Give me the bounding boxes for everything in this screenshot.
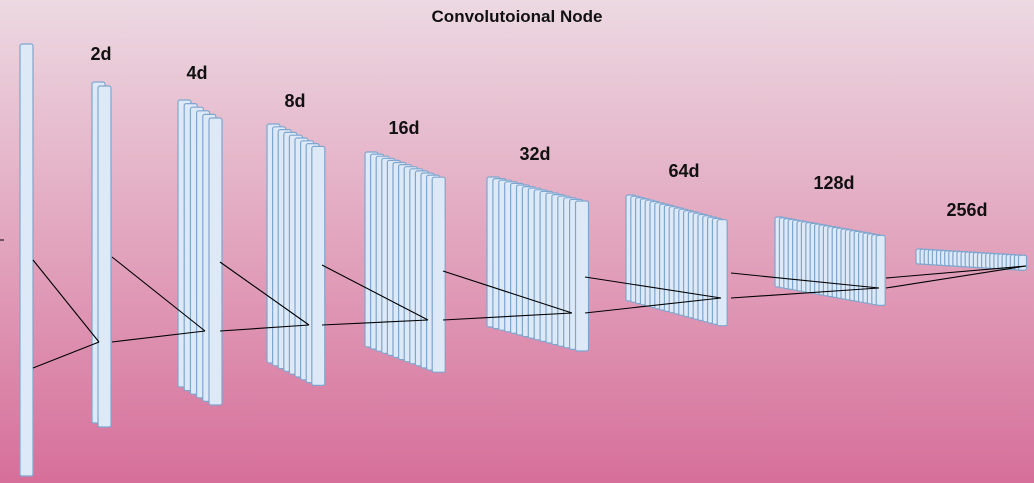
feature-slab	[1017, 254, 1028, 271]
stage-label-128d: 128d	[813, 173, 855, 193]
connector-line	[321, 264, 429, 321]
stage-label-64d: 64d	[668, 161, 700, 181]
diagram-title: Convolutoional Node	[431, 7, 603, 26]
feature-slab	[875, 234, 886, 306]
connector-line	[32, 341, 100, 369]
stage-5-slab-stack	[486, 176, 590, 352]
feature-slab	[19, 43, 34, 477]
connector-line	[111, 256, 206, 332]
feature-slab	[431, 176, 446, 373]
connector-line	[584, 297, 722, 314]
stage-0-slab-stack	[19, 43, 34, 477]
connector-line	[219, 324, 310, 332]
stage-label-2d: 2d	[90, 44, 112, 64]
connector-line	[442, 312, 573, 321]
connector-line	[885, 265, 1027, 279]
connector-line	[730, 287, 880, 299]
feature-slab	[208, 117, 223, 406]
connector-line	[219, 261, 310, 326]
connector-line	[321, 319, 429, 326]
stage-label-16d: 16d	[388, 118, 420, 138]
stage-6-slab-stack	[625, 194, 728, 327]
stage-2-slab-stack	[177, 99, 223, 406]
feature-slab	[574, 200, 590, 352]
connector-line	[111, 330, 206, 343]
feature-slab	[97, 85, 112, 428]
stage-8-slab-stack	[915, 248, 1028, 271]
connector-line	[730, 272, 880, 289]
connector-line	[885, 265, 1027, 289]
stage-label-256d: 256d	[946, 200, 988, 220]
stage-label-4d: 4d	[186, 63, 208, 83]
stage-3-slab-stack	[266, 123, 326, 386]
connector-line	[32, 259, 100, 343]
connector-line	[442, 270, 573, 314]
stage-1-slab-stack	[91, 81, 112, 428]
feature-slab	[716, 219, 728, 327]
stage-label-8d: 8d	[284, 91, 306, 111]
stage-label-32d: 32d	[519, 144, 551, 164]
stage-7-slab-stack	[774, 216, 886, 306]
connector-line	[584, 276, 722, 299]
stage-4-slab-stack	[364, 151, 446, 373]
